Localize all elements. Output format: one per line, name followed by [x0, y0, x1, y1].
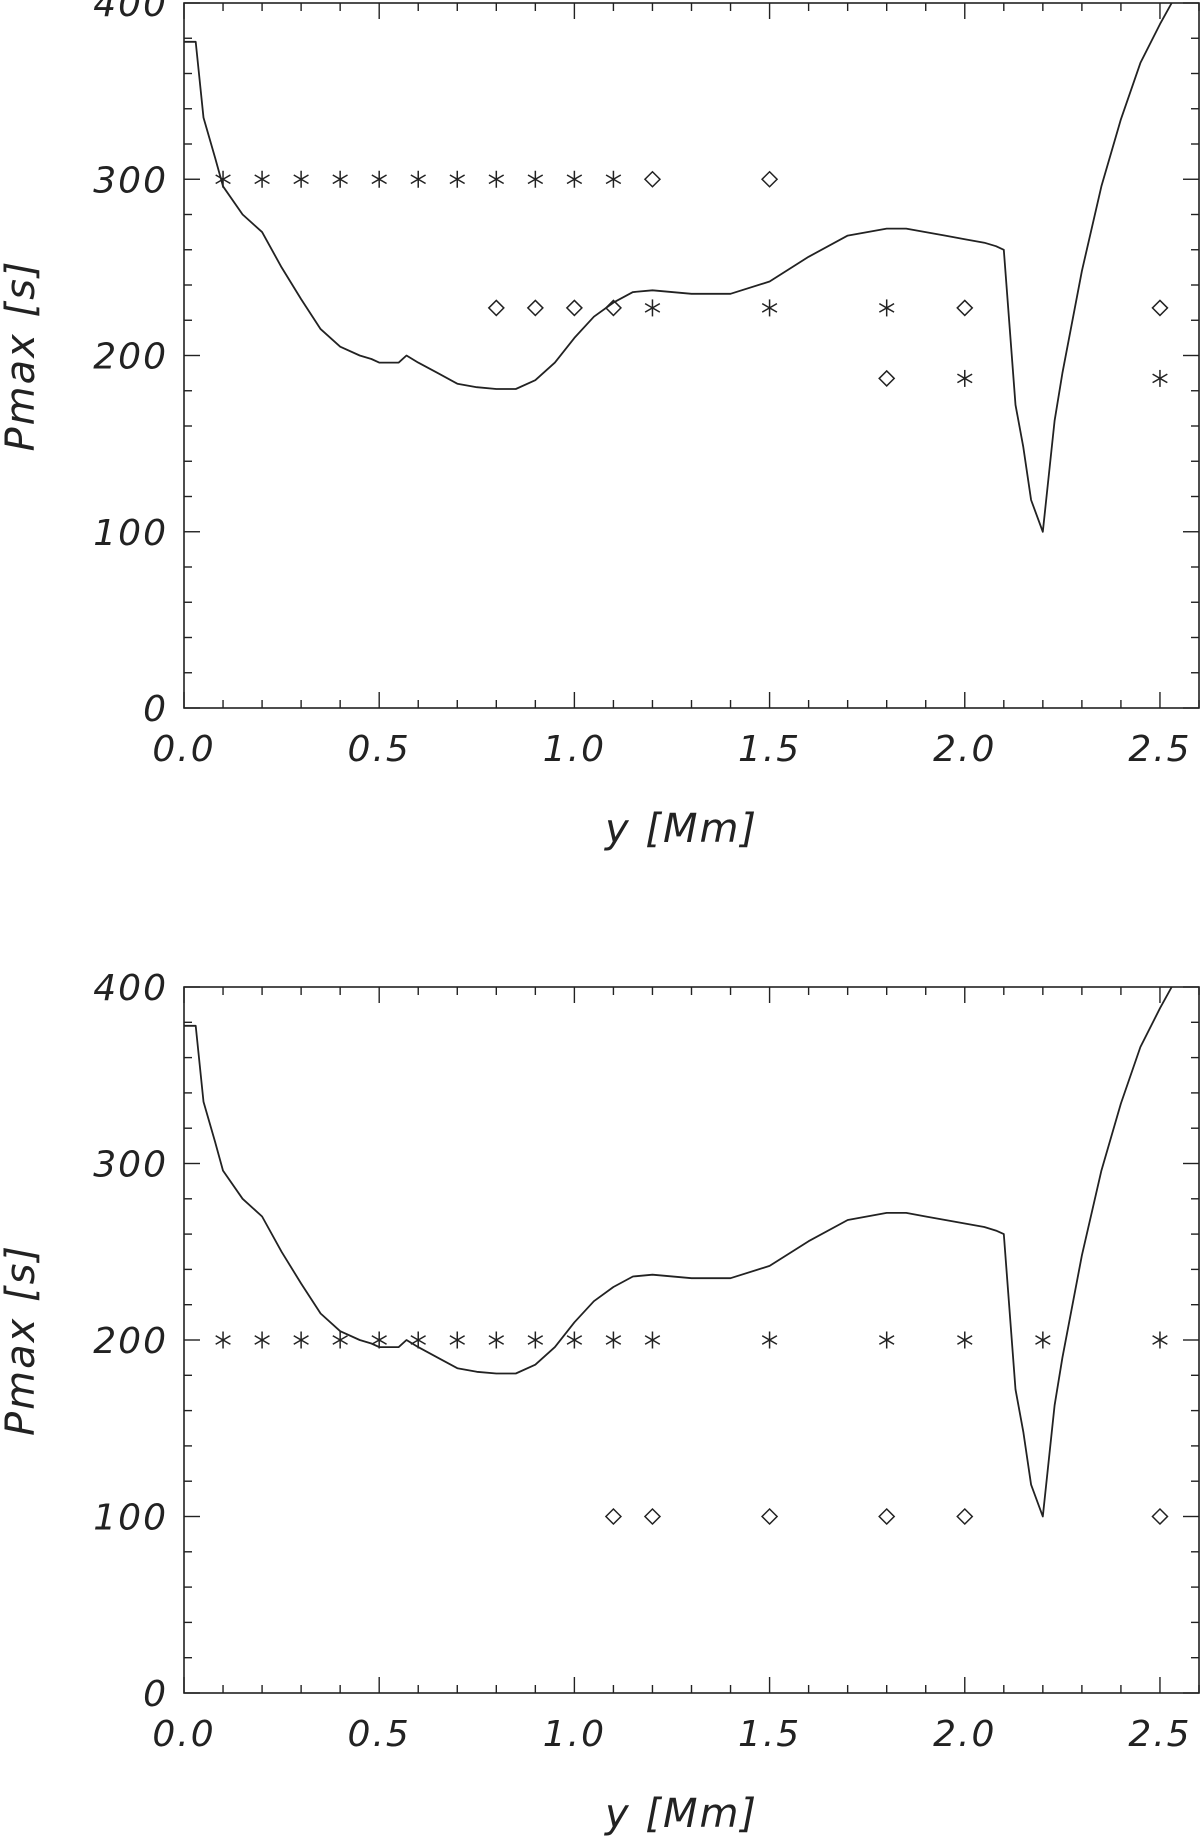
asterisk-marker [761, 1331, 778, 1349]
asterisk-marker [527, 1331, 544, 1349]
asterisk-marker [215, 170, 231, 188]
asterisk-marker [371, 1331, 387, 1349]
plot-frame [183, 2, 1200, 709]
asterisk-marker [566, 1331, 583, 1349]
y-tick-label: 0 [143, 1674, 168, 1715]
y-tick-label: 0 [143, 689, 168, 730]
asterisk-marker [254, 1331, 270, 1349]
asterisk-marker [293, 1331, 309, 1349]
asterisk-marker [761, 299, 778, 317]
asterisk-marker [215, 1331, 231, 1349]
bottom-panel: 0.0 0.5 1.0 1.5 2.0 2.5 0 100 200 300 400 y [Mm] Pma… [0, 968, 1200, 1837]
y-tick-label: 200 [93, 1321, 168, 1362]
asterisk-marker [254, 170, 270, 188]
asterisk-marker [605, 170, 622, 188]
y-tick-label: 300 [93, 1145, 168, 1186]
diamond-marker [1151, 299, 1169, 317]
asterisk-marker [410, 170, 426, 188]
diamond-marker [643, 1507, 662, 1526]
asterisk-marker [644, 1331, 661, 1349]
asterisk-marker [644, 299, 661, 317]
x-tick-label: 0.0 [152, 1714, 215, 1755]
diamond-marker [956, 1507, 974, 1526]
asterisk-marker [566, 170, 583, 188]
asterisk-marker [332, 1331, 348, 1349]
y-tick-label: 300 [93, 160, 168, 201]
asterisk-marker [488, 1331, 505, 1349]
asterisk-marker [332, 170, 348, 188]
diamond-marker [878, 369, 896, 387]
x-tick-label: 2.5 [1128, 729, 1191, 770]
diamond-marker [956, 299, 974, 317]
asterisk-marker [293, 170, 309, 188]
asterisk-marker [1035, 1331, 1051, 1349]
asterisk-marker [410, 1331, 426, 1349]
diamond-marker [878, 1507, 896, 1526]
x-tick-label: 1.0 [543, 729, 606, 770]
x-tick-label: 2.0 [933, 1714, 996, 1755]
x-axis-title: y [Mm] [604, 806, 758, 852]
diamond-marker [604, 1507, 622, 1526]
asterisk-marker [605, 1331, 622, 1349]
plot-frame [183, 986, 1200, 1694]
diamond-marker [565, 299, 583, 317]
x-tick-label: 0.5 [348, 729, 411, 770]
y-tick-label: 100 [93, 513, 168, 554]
asterisk-marker [449, 1331, 466, 1349]
diamond-marker [526, 299, 544, 317]
diamond-marker [487, 299, 505, 317]
x-tick-label: 1.5 [738, 729, 801, 770]
top-panel: 0.0 0.5 1.0 1.5 2.0 2.5 0 100 200 300 400 y [Mm] Pma… [0, 0, 1200, 852]
asterisk-marker [1152, 1331, 1168, 1349]
diamond-marker [761, 1507, 779, 1526]
y-tick-label: 100 [93, 1498, 168, 1539]
asterisk-marker [957, 369, 973, 387]
x-tick-label: 1.0 [543, 1714, 606, 1755]
y-axis-title: Pmax [s] [0, 1244, 44, 1436]
asterisk-marker [371, 170, 387, 188]
x-tick-label: 2.5 [1128, 1714, 1191, 1755]
asterisk-marker [878, 299, 895, 317]
asterisk-marker [1152, 369, 1168, 387]
y-tick-label: 400 [93, 0, 168, 25]
series-line [184, 3, 1173, 533]
asterisk-marker [957, 1331, 973, 1349]
y-tick-label: 200 [93, 337, 168, 378]
asterisk-marker [488, 170, 505, 188]
asterisk-marker [878, 1331, 895, 1349]
x-tick-label: 2.0 [933, 729, 996, 770]
series-line [184, 987, 1173, 1518]
diamond-marker [604, 299, 622, 317]
asterisk-marker [527, 170, 544, 188]
diamond-marker [1151, 1507, 1169, 1526]
x-tick-label: 0.5 [348, 1714, 411, 1755]
x-axis-title: y [Mm] [604, 1791, 758, 1837]
diamond-marker [761, 170, 779, 188]
x-tick-label: 1.5 [738, 1714, 801, 1755]
y-tick-label: 400 [93, 968, 168, 1009]
asterisk-marker [449, 170, 466, 188]
y-axis-title: Pmax [s] [0, 259, 44, 451]
x-tick-label: 0.0 [152, 729, 215, 770]
diamond-marker [643, 170, 662, 188]
